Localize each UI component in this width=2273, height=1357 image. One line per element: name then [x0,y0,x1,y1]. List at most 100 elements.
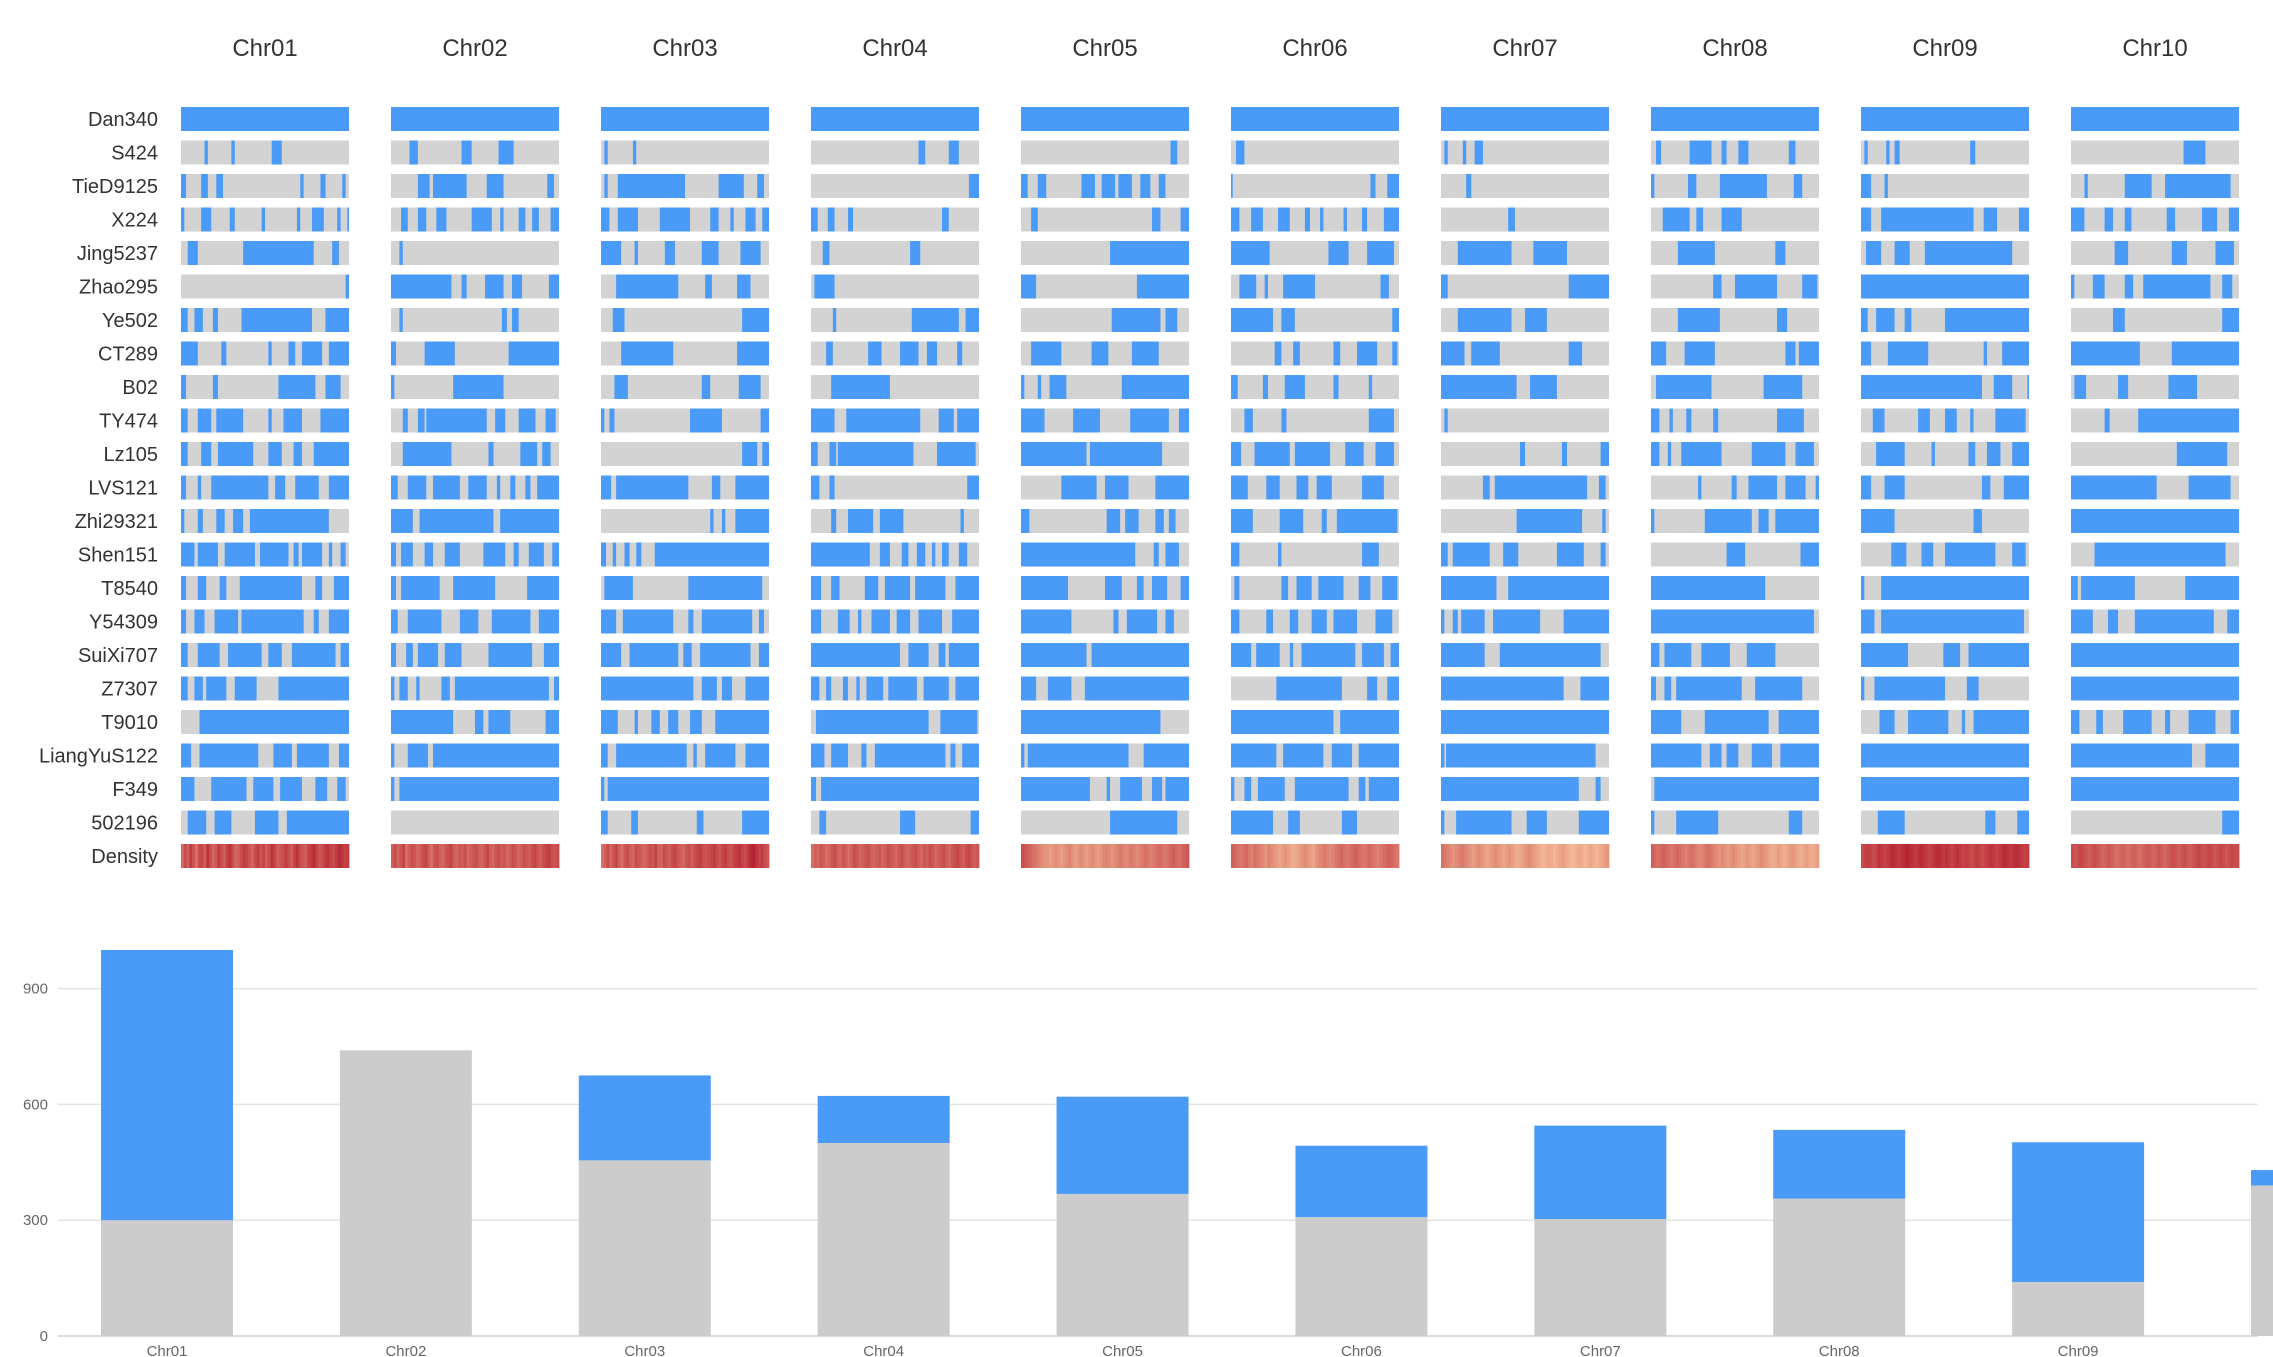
density-cell [1172,844,1176,868]
shared-segment [1441,576,1497,600]
shared-segment [1879,710,1895,734]
density-cell [654,844,658,868]
density-cell [2222,844,2226,868]
shared-segment [1785,341,1796,366]
shared-segment [624,542,630,567]
shared-segment [1231,107,1399,131]
density-cell [1981,844,1985,868]
density-cell [489,844,493,868]
density-cell [690,844,694,868]
shared-segment [960,509,964,533]
shared-segment [436,207,447,232]
shared-segment [1140,174,1151,198]
density-cell [1079,844,1083,868]
density-cell [1082,844,1086,868]
density-cell [1063,844,1067,868]
shared-segment [1441,710,1609,734]
density-cell [2138,844,2142,868]
shared-segment [391,375,395,399]
density-cell [1544,844,1548,868]
shared-segment [1231,609,1240,634]
shared-segment [1780,743,1819,768]
density-cell [1939,844,1943,868]
shared-segment [1368,408,1394,433]
chromosome-track [391,140,559,165]
shared-segment [811,107,979,131]
density-cell [827,844,831,868]
density-cell [682,844,686,868]
shared-segment [819,810,827,835]
density-cell [2006,844,2010,868]
shared-segment [1931,442,1935,466]
chromosome-track [2071,810,2239,835]
shared-segment [604,576,633,600]
shared-segment [688,609,694,634]
density-cell [1149,844,1153,868]
shared-segment [1239,274,1257,299]
shared-segment [730,207,734,232]
density-cell [606,844,610,868]
shared-segment [1602,509,1606,533]
density-cell [1567,844,1571,868]
shared-segment [407,609,442,634]
density-cell [1289,844,1293,868]
density-cell [878,844,882,868]
density-cell [1130,844,1134,868]
density-cell [1947,844,1951,868]
shared-segment [1600,542,1606,567]
density-cell [1306,844,1310,868]
density-cell [673,844,677,868]
density-cell [461,844,465,868]
density-cell [1513,844,1517,868]
shared-segment [2071,107,2239,131]
density-cell [1317,844,1321,868]
shared-segment [1861,576,1865,600]
shared-segment [181,408,188,433]
density-cell [1572,844,1576,868]
shared-segment [1758,509,1769,533]
shared-segment [1021,576,1069,600]
shared-segment [399,676,408,701]
shared-segment [214,810,232,835]
density-cell [1452,844,1456,868]
shared-segment [295,475,319,500]
shared-segment [879,509,904,533]
density-cell [707,844,711,868]
shared-segment [901,542,909,567]
shared-segment [197,475,202,500]
density-cell [1729,844,1733,868]
shared-segment [1231,174,1233,198]
chromosome-track [2071,375,2239,399]
shared-segment [268,341,272,366]
shared-segment [847,509,874,533]
shared-segment [1231,743,1277,768]
shared-segment [1178,408,1189,433]
density-cell [629,844,633,868]
density-cell [1239,844,1243,868]
shared-segment [1441,810,1445,835]
density-cell [920,844,924,868]
density-cell [1259,844,1263,868]
shared-segment [1874,676,1945,701]
x-tick-label: Chr08 [1819,1343,1860,1357]
shared-segment [1362,643,1384,667]
shared-segment [1236,140,1245,165]
shared-segment [601,241,622,265]
chromosome-track [1231,140,1399,165]
shared-segment [1113,609,1119,634]
density-cell [1779,844,1783,868]
shared-segment [1719,174,1767,198]
density-cell [1387,844,1391,868]
shared-segment [737,341,769,366]
chromosome-track [601,408,769,433]
density-cell [391,844,395,868]
shared-segment [2071,207,2085,232]
shared-segment [758,609,764,634]
density-cell [522,844,526,868]
density-cell [556,844,560,868]
shared-segment [1457,241,1512,265]
shared-segment [2165,174,2231,198]
shared-segment [313,442,349,466]
chromosome-track [181,341,349,366]
shared-segment [547,174,554,198]
